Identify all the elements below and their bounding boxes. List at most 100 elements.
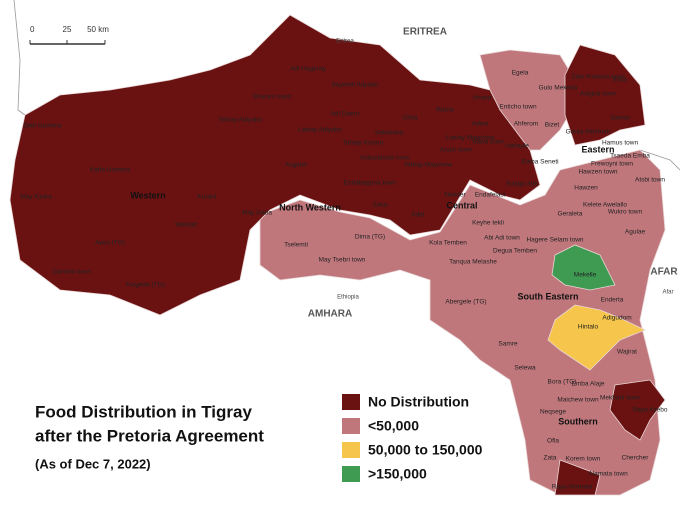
woreda-label: Enticho town — [499, 104, 537, 111]
woreda-label: Neqsege — [540, 409, 566, 416]
woreda-label: Laelay Adiyabo — [298, 127, 342, 134]
woreda-label: Kelete Awelallo — [583, 202, 627, 209]
region — [9, 14, 541, 316]
woreda-label: Zala Ambesa town — [571, 74, 625, 81]
woreda-label: Korem town — [566, 456, 601, 463]
woreda-label: Adi Hageray — [290, 66, 327, 73]
border-line — [13, 0, 26, 116]
woreda-label: Tanqua Melashe — [449, 259, 497, 266]
woreda-label: Ganta Afeshum — [566, 129, 611, 136]
woreda-label: Mekelle — [574, 272, 597, 279]
woreda-label: Hahayle — [505, 143, 529, 150]
woreda-label: Tsegede (TG) — [125, 282, 165, 289]
woreda-label: Wukro town — [608, 209, 643, 216]
woreda-label: Asgede — [285, 162, 307, 169]
woreda-label: Abi Adi town — [484, 235, 520, 242]
region — [551, 244, 616, 291]
region — [609, 379, 666, 441]
title: after the Pretoria Agreement — [35, 426, 264, 445]
woreda-label: Selekleka — [375, 130, 404, 137]
woreda-label: Dima (TG) — [355, 234, 385, 241]
region — [547, 304, 646, 371]
woreda-label: Saesie — [610, 115, 630, 122]
woreda-label: May Gaba — [242, 210, 272, 217]
woreda-label: Rama — [436, 107, 454, 114]
title: Food Distribution in Tigray — [35, 402, 252, 421]
woreda-label: Tsaeda Emba — [610, 153, 650, 160]
woreda-label: Tahtay Adiyabo — [218, 117, 262, 124]
woreda-label: Bizet — [545, 122, 560, 129]
woreda-label: Kola Temben — [429, 240, 467, 247]
woreda-label: Naeder — [444, 192, 466, 199]
woreda-label: Endafelasi — [475, 192, 505, 199]
woreda-label: Hintalo — [578, 324, 599, 331]
woreda-label: Tahtay Maychew — [404, 162, 453, 169]
country-label: Afar — [662, 290, 673, 296]
zone-label: North Western — [279, 202, 341, 212]
regions — [9, 14, 666, 496]
woreda-label: Frewoyni town — [591, 161, 633, 168]
woreda-label: Agulae — [625, 229, 646, 236]
woreda-label: May Tsebri town — [319, 257, 366, 264]
legend-label: 50,000 to 150,000 — [368, 442, 483, 458]
woreda-label: Korarit — [197, 194, 216, 201]
woreda-label: Emba Alaje — [572, 381, 605, 388]
scale-label: 50 km — [87, 25, 109, 34]
woreda-label: Indasilassie town — [360, 155, 410, 162]
woreda-label: Sayemti Adyabo — [332, 82, 379, 89]
woreda-label: Adwa town — [472, 139, 504, 146]
woreda-label: Tselemti — [284, 242, 308, 249]
woreda-label: Hagere Selam town — [526, 237, 583, 244]
woreda-label: Chercher — [622, 455, 650, 462]
scale-label: 25 — [63, 25, 72, 34]
scale-bar — [29, 40, 106, 45]
woreda-label: Hawzen — [574, 185, 598, 192]
zone-label: Western — [130, 190, 165, 200]
legend-label: <50,000 — [368, 418, 419, 434]
legend-label: >150,000 — [368, 466, 427, 482]
woreda-label: May Kadra — [20, 194, 52, 201]
woreda-label: Adi Daero — [331, 111, 360, 118]
woreda-label: Welkait — [175, 222, 196, 229]
woreda-label: Adet — [411, 212, 425, 219]
subtitle: (As of Dec 7, 2022) — [35, 456, 151, 471]
region — [564, 44, 646, 146]
woreda-label: Chila — [403, 115, 418, 122]
woreda-label: Egela — [512, 70, 529, 77]
woreda-label: Laelay Maychew — [446, 135, 495, 142]
legend-swatch — [342, 442, 360, 458]
region — [259, 149, 666, 496]
woreda-label: Bora (TG) — [548, 379, 577, 386]
woreda-label: Gulo Mekeda — [539, 85, 578, 92]
woreda-label: Degua Temben — [493, 248, 537, 255]
woreda-label: Dansha town — [53, 269, 91, 276]
woreda-label: Adigudom — [602, 315, 631, 322]
woreda-label: Zata — [543, 455, 556, 462]
zone-label: South Eastern — [517, 291, 578, 301]
region — [554, 459, 601, 496]
woreda-label: Hamus town — [602, 140, 639, 147]
woreda-label: Kafta Humera — [90, 167, 130, 174]
woreda-label: Ahsea — [473, 95, 492, 102]
country-label: AFAR — [650, 267, 678, 278]
border-line — [639, 149, 680, 171]
woreda-label: Abergele (TG) — [445, 299, 486, 306]
zone-label: Eastern — [581, 144, 614, 154]
woreda-label: Wajirat — [617, 349, 637, 356]
legend-swatch — [342, 418, 360, 434]
woreda-label: Ahferom — [514, 121, 539, 128]
woreda-label: Raya Alamata — [552, 484, 593, 491]
woreda-label: Axum town — [440, 147, 473, 154]
woreda-label: Endabaguna town — [344, 180, 397, 187]
zone-label: Central — [446, 200, 477, 210]
woreda-label: Zana — [373, 202, 388, 209]
legend-swatch — [342, 394, 360, 410]
woreda-label: Edaga arbi — [506, 181, 537, 188]
country-label: Eritrea — [336, 39, 354, 45]
scale-label: 0 — [30, 25, 35, 34]
woreda-label: Erob — [613, 77, 627, 84]
legend-swatch — [342, 466, 360, 482]
woreda-label: Enderta — [601, 297, 624, 304]
